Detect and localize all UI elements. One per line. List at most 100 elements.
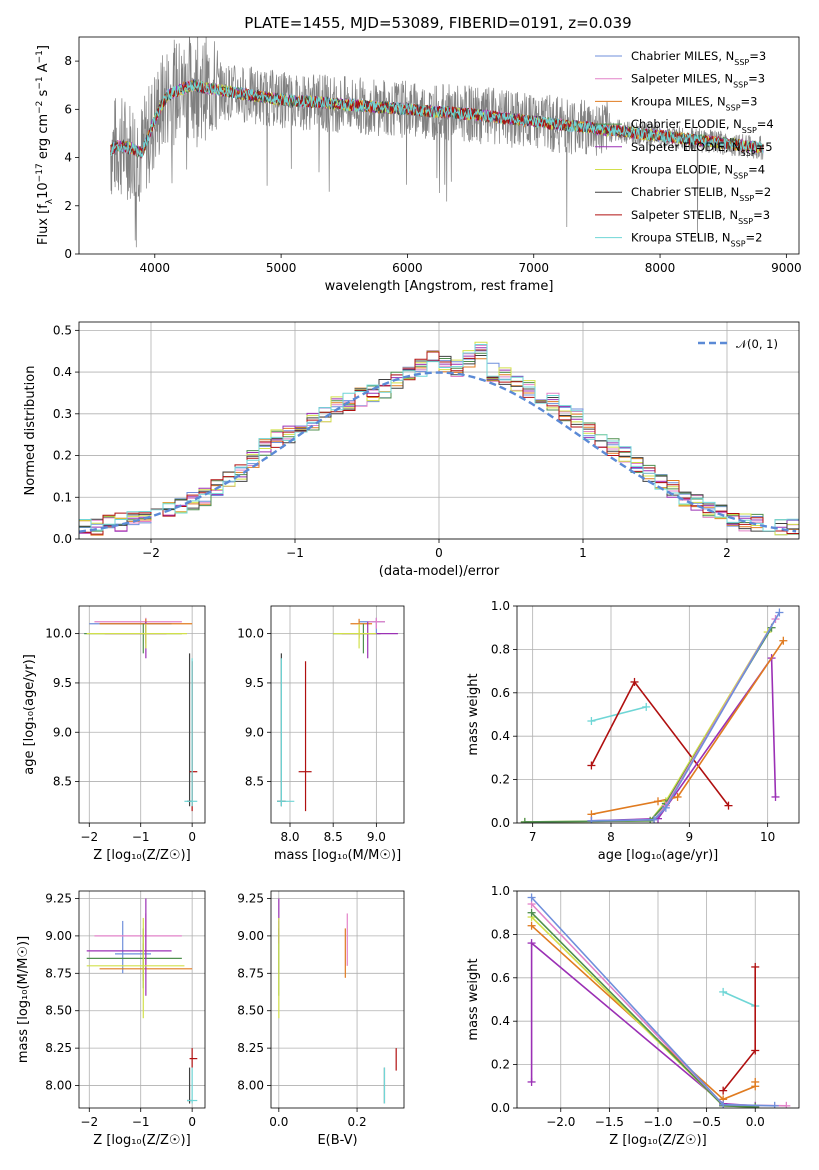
weight-line-7 — [591, 612, 781, 822]
y-tick-label: 0.2 — [491, 1058, 510, 1072]
plot-area — [277, 617, 398, 812]
y-tick-label: 8.25 — [237, 1041, 264, 1055]
x-tick-label: 9.0 — [367, 830, 386, 844]
x-axis-label: Z [log₁₀(Z/Z☉)] — [93, 848, 190, 863]
mass-weight-vs-metallicity-panel: −2.0 −1.5 −1.0 −0.5 0.0 0.0 0.2 0.4 0.6 0.8 1.0 Z [… — [466, 884, 800, 1148]
y-tick-label: 8.25 — [45, 1041, 72, 1055]
axes-frame — [270, 890, 405, 1109]
x-tick-label: −2 — [80, 1115, 98, 1129]
weight-line-5 — [524, 627, 773, 823]
plot-area — [110, 37, 764, 248]
legend-entry: Salpeter STELIB, NSSP=3 — [631, 208, 770, 226]
legend-entry: Salpeter MILES, NSSP=3 — [631, 72, 765, 90]
x-axis-label: mass [log₁₀(M/M☉)] — [274, 848, 401, 863]
x-tick-label: 8 — [607, 830, 615, 844]
mass-vs-metallicity-panel: −2 −1 0 8.00 8.25 8.50 8.75 9.00 9.25 Z [log₁₀(Z/… — [16, 890, 206, 1148]
x-tick-label: 1 — [579, 546, 587, 560]
x-tick-label: −2 — [80, 830, 98, 844]
x-tick-label: −1.5 — [595, 1115, 624, 1129]
plot-area — [520, 608, 788, 823]
x-tick-label: 8000 — [645, 261, 676, 275]
spectrum-title: PLATE=1455, MJD=53089, FIBERID=0191, z=0… — [244, 14, 631, 32]
weight-line-3 — [531, 925, 756, 1101]
x-tick-label: 0 — [188, 1115, 196, 1129]
y-tick-label: 9.0 — [245, 725, 264, 739]
x-tick-label: 0 — [188, 830, 196, 844]
x-tick-label: 10 — [760, 830, 775, 844]
axes-frame — [78, 321, 800, 540]
y-tick-label: 9.00 — [237, 929, 264, 943]
y-tick-label: 0.6 — [491, 686, 510, 700]
legend-entry: Kroupa MILES, NSSP=3 — [631, 94, 757, 112]
x-axis-label: E(B-V) — [317, 1133, 357, 1148]
histogram-series-8 — [79, 344, 799, 539]
x-axis-label: age [log₁₀(age/yr)] — [598, 848, 719, 863]
y-tick-label: 0.0 — [491, 816, 510, 830]
y-axis-label: Normed distribution — [23, 366, 38, 496]
y-tick-label: 10.0 — [237, 627, 264, 641]
x-axis-label: wavelength [Angstrom, rest frame] — [325, 279, 554, 294]
x-tick-label: 8.5 — [324, 830, 343, 844]
x-axis-label: Z [log₁₀(Z/Z☉)] — [93, 1133, 190, 1148]
y-tick-label: 0.2 — [53, 449, 72, 463]
x-tick-label: −1 — [286, 546, 304, 560]
x-tick-label: −1 — [132, 1115, 150, 1129]
y-tick-label: 8.75 — [45, 966, 72, 980]
y-tick-label: 6 — [64, 102, 72, 116]
y-axis-label: mass weight — [466, 673, 481, 755]
weight-line-1 — [590, 680, 730, 807]
y-tick-label: 0.8 — [491, 927, 510, 941]
spectrum-panel: 4000 5000 6000 7000 8000 9000 0 2 4 6 8 wavelength … — [35, 36, 802, 294]
x-tick-label: 5000 — [266, 261, 297, 275]
weight-line-3 — [591, 640, 784, 816]
y-tick-label: 0.1 — [53, 490, 72, 504]
y-tick-label: 8.00 — [45, 1079, 72, 1093]
y-tick-label: 1.0 — [491, 884, 510, 898]
legend-entry: Kroupa STELIB, NSSP=2 — [631, 231, 762, 249]
y-tick-label: 0.8 — [491, 642, 510, 656]
x-tick-label: −1 — [132, 830, 150, 844]
legend-entry: Chabrier STELIB, NSSP=2 — [631, 185, 771, 203]
legend-entry: Kroupa ELODIE, NSSP=4 — [631, 163, 765, 181]
x-tick-label: 0.2 — [348, 1115, 367, 1129]
y-tick-label: 9.00 — [45, 929, 72, 943]
y-tick-label: 0.5 — [53, 323, 72, 337]
model-spectrum-8 — [110, 80, 764, 158]
plot-area — [278, 898, 397, 1104]
y-axis-label: mass weight — [466, 958, 481, 1040]
x-tick-label: 9000 — [771, 261, 802, 275]
y-tick-label: 8 — [64, 54, 72, 68]
axes-frame — [516, 890, 800, 1109]
weight-line-7 — [531, 896, 775, 1107]
x-tick-label: 7000 — [518, 261, 549, 275]
plot-area — [79, 341, 799, 539]
x-axis-label: (data-model)/error — [379, 564, 500, 579]
y-tick-label: 0.4 — [491, 1014, 510, 1028]
y-tick-label: 8.75 — [237, 966, 264, 980]
x-tick-label: 6000 — [392, 261, 423, 275]
y-tick-label: 9.5 — [245, 676, 264, 690]
y-tick-label: 9.25 — [45, 891, 72, 905]
y-tick-label: 4 — [64, 151, 72, 165]
plot-area — [527, 893, 791, 1108]
y-tick-label: 9.5 — [53, 676, 72, 690]
histogram-series-7 — [79, 349, 799, 539]
y-tick-label: 1.0 — [491, 599, 510, 613]
axes-frame — [78, 36, 800, 255]
y-tick-label: 8.5 — [53, 775, 72, 789]
y-tick-label: 10.0 — [45, 627, 72, 641]
y-tick-label: 8.00 — [237, 1079, 264, 1093]
normal-curve — [79, 371, 797, 533]
x-tick-label: 7 — [529, 830, 537, 844]
weight-line-2 — [591, 655, 777, 822]
weight-line-0 — [722, 991, 756, 1007]
age-vs-metallicity-panel: −2 −1 0 8.5 9.0 9.5 10.0 Z [log₁₀(Z/Z☉)] age [lo… — [22, 605, 206, 863]
y-tick-label: 0.3 — [53, 407, 72, 421]
x-tick-label: 0.0 — [746, 1115, 765, 1129]
weight-line-4 — [524, 631, 769, 823]
y-tick-label: 0.0 — [491, 1101, 510, 1115]
y-tick-label: 9.25 — [237, 891, 264, 905]
y-axis-label: age [log₁₀(age/yr)] — [22, 654, 37, 775]
y-tick-label: 2 — [64, 199, 72, 213]
